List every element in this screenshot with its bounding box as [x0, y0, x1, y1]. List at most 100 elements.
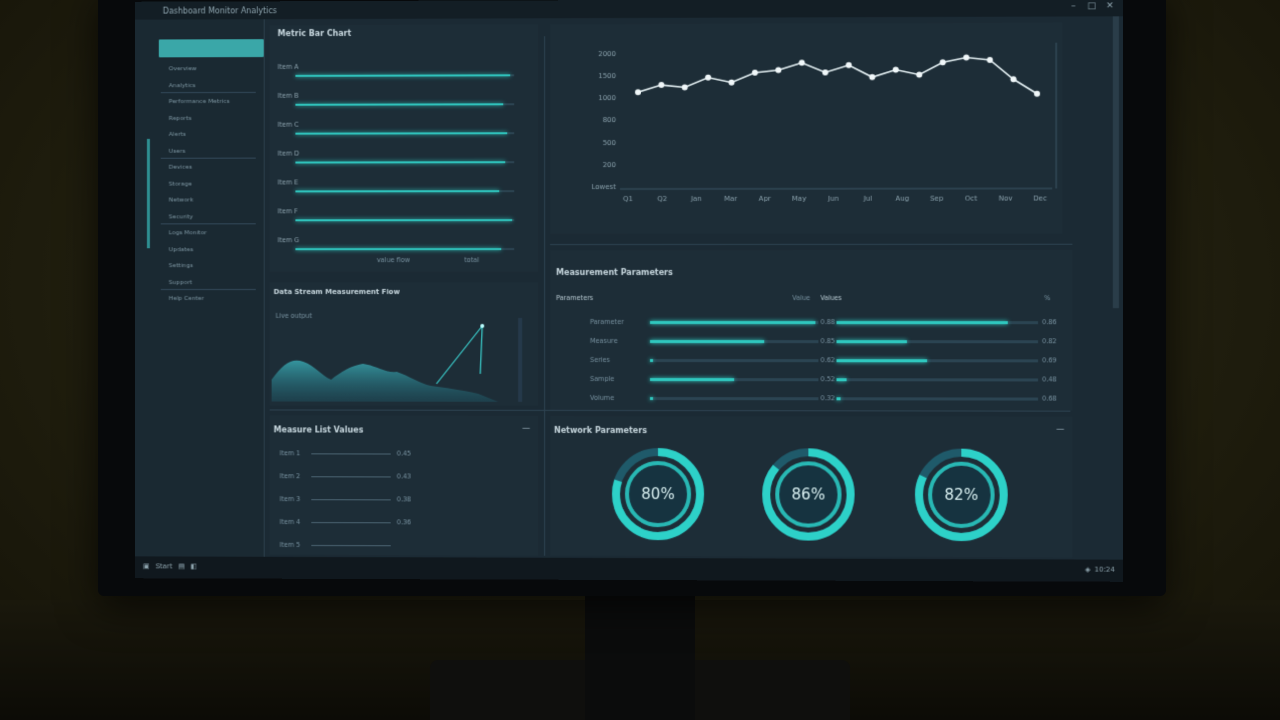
column-header: Value [792, 294, 810, 302]
sidebar-item[interactable]: Performance Metrics [169, 98, 230, 105]
y-tick-label: Lowest [592, 183, 617, 191]
sidebar-item[interactable]: Settings [169, 262, 193, 269]
bar-row[interactable]: Item F [278, 209, 517, 221]
more-icon[interactable]: — [522, 424, 530, 433]
list-item-value: 0.45 [397, 450, 411, 458]
param-value: 0.62 [820, 356, 835, 364]
data-point[interactable] [822, 69, 828, 75]
sidebar-item[interactable]: Updates [169, 246, 194, 253]
gauge[interactable]: 86% [760, 446, 856, 542]
sidebar-item[interactable]: Devices [169, 164, 192, 171]
gauge-value: 80% [610, 446, 706, 542]
scrollbar[interactable] [518, 318, 522, 402]
divider [544, 36, 545, 555]
scrollbar[interactable] [1113, 16, 1119, 308]
sidebar-item[interactable]: Overview [169, 65, 197, 72]
data-point[interactable] [682, 84, 688, 90]
value-text: 0.68 [1042, 395, 1057, 403]
sidebar-item[interactable]: Security [169, 213, 193, 220]
y-tick-label: 2000 [598, 50, 616, 58]
bar-row[interactable]: Item A [278, 64, 517, 77]
data-point[interactable] [963, 54, 969, 60]
start-label[interactable]: Start [155, 562, 172, 570]
sidebar-item[interactable]: Users [169, 147, 186, 154]
data-point[interactable] [658, 82, 664, 88]
measurement-panel: Measurement Parameters Parameters Value … [550, 250, 1072, 411]
param-track [650, 378, 818, 381]
app-icon[interactable]: ◧ [191, 563, 198, 571]
x-tick-label: Jul [863, 195, 873, 203]
start-icon[interactable]: ▣ [143, 562, 150, 570]
data-point[interactable] [705, 75, 711, 81]
bar-fill [295, 74, 509, 77]
bar-row[interactable]: Item C [278, 122, 517, 134]
sidebar-item[interactable]: Analytics [169, 82, 196, 89]
data-point[interactable] [1010, 76, 1016, 82]
divider [161, 157, 256, 158]
divider [161, 223, 256, 224]
data-point[interactable] [940, 59, 946, 65]
sidebar-item[interactable]: Alerts [169, 131, 186, 138]
sidebar-item[interactable]: Network [169, 197, 194, 204]
bar-label: Item B [278, 92, 299, 100]
bar-track [295, 190, 514, 192]
bar-track [295, 103, 514, 106]
gauge-value: 86% [760, 446, 856, 542]
bar-fill [295, 103, 503, 105]
data-point[interactable] [635, 89, 641, 95]
x-tick-label: Nov [999, 195, 1013, 203]
bar-label: Item C [278, 121, 299, 129]
sidebar-item[interactable]: Reports [169, 114, 192, 121]
data-point[interactable] [775, 67, 781, 73]
sidebar-item[interactable]: Support [169, 279, 192, 286]
more-icon[interactable]: — [1056, 425, 1064, 434]
value-fill [837, 378, 847, 381]
sidebar-item[interactable]: Help Center [169, 295, 204, 302]
bar-row[interactable]: Item D [278, 151, 517, 163]
bar-track [295, 161, 514, 163]
data-point[interactable] [729, 79, 735, 85]
x-axis [620, 188, 1052, 189]
sidebar-item[interactable]: Storage [169, 180, 192, 187]
minimize-icon[interactable]: – [1068, 1, 1078, 11]
gauge[interactable]: 80% [610, 446, 706, 542]
data-point[interactable] [799, 60, 805, 66]
sidebar-item[interactable]: Logs Monitor [169, 229, 207, 236]
footer-label: value flow [377, 256, 410, 264]
data-point[interactable] [869, 74, 875, 80]
param-fill [650, 378, 734, 381]
maximize-icon[interactable]: □ [1087, 1, 1097, 11]
bar-label: Item D [278, 150, 300, 158]
panel-title: Measurement Parameters [556, 268, 673, 277]
x-tick-label: Jan [690, 195, 702, 203]
data-point[interactable] [1034, 91, 1040, 97]
param-track [650, 397, 818, 400]
title-bar: Dashboard Monitor Analytics – □ ✕ [135, 0, 1123, 20]
bar-row[interactable]: Item G [278, 238, 517, 250]
y-tick-label: 800 [603, 117, 616, 125]
bar-row[interactable]: Item E [278, 180, 517, 192]
close-icon[interactable]: ✕ [1105, 1, 1115, 11]
trend-point [480, 324, 484, 328]
data-point[interactable] [893, 67, 899, 73]
folder-icon[interactable]: ▤ [178, 562, 185, 570]
data-point[interactable] [916, 72, 922, 78]
bar-fill [295, 161, 505, 163]
x-tick-label: Jun [827, 195, 839, 203]
value-track [837, 359, 1039, 362]
data-point[interactable] [987, 57, 993, 63]
list-item-label: Item 1 [280, 449, 301, 457]
panel-title: Measure List Values [274, 425, 364, 434]
y-tick-label: 200 [603, 161, 616, 169]
value-text: 0.86 [1042, 318, 1057, 326]
sidebar-item-active[interactable] [159, 39, 264, 57]
gauge[interactable]: 82% [913, 447, 1010, 544]
network-icon[interactable]: ◈ [1085, 566, 1090, 574]
data-point[interactable] [752, 70, 758, 76]
param-value: 0.52 [820, 375, 835, 383]
data-point[interactable] [846, 62, 852, 68]
measure-list-panel: Measure List Values — Item 1 0.45 Item 2 0.… [270, 415, 538, 555]
bar-row[interactable]: Item B [278, 93, 517, 106]
bar-fill [295, 219, 512, 221]
divider [161, 289, 256, 290]
